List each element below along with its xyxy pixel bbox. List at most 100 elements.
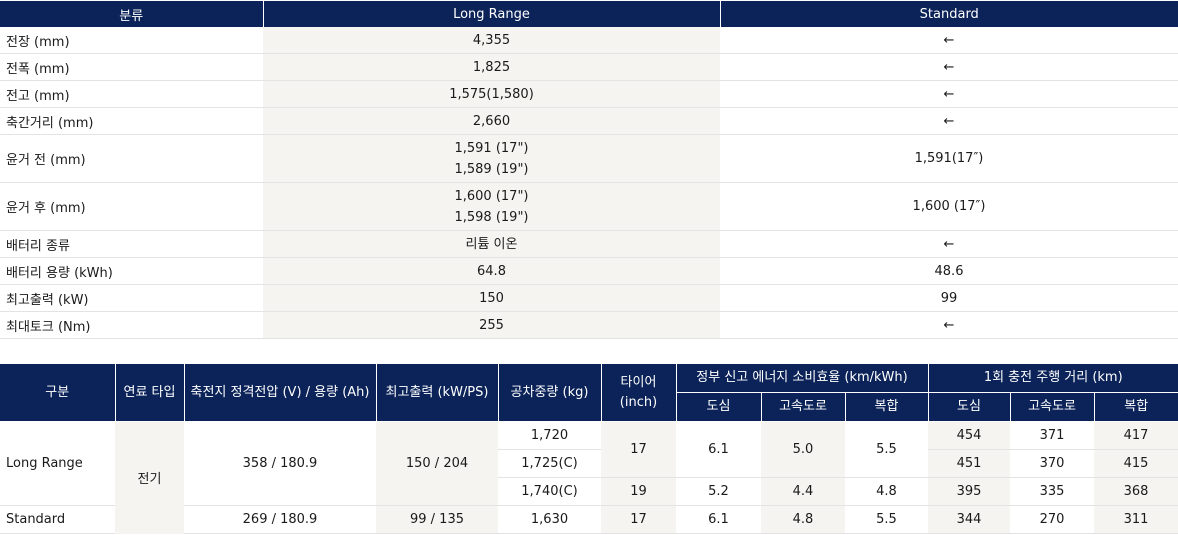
- value-line: 1,600 (17"): [454, 188, 529, 204]
- standard-value: ←: [720, 107, 1178, 135]
- row-label: Long Range: [0, 421, 115, 506]
- standard-value: ←: [720, 230, 1178, 258]
- eff-highway: 5.0: [761, 421, 845, 478]
- range-highway: 370: [1010, 449, 1094, 478]
- eff-city: 5.2: [676, 477, 761, 506]
- power-value: 150 / 204: [376, 421, 498, 506]
- range-city: 344: [928, 505, 1010, 534]
- range-city: 451: [928, 449, 1010, 478]
- row-label: 배터리 종류: [0, 230, 263, 258]
- eff-city: 6.1: [676, 505, 761, 534]
- range-city: 454: [928, 421, 1010, 450]
- tire-value: 17: [601, 505, 676, 534]
- table-row: 축간거리 (mm) 2,660 ←: [0, 107, 1178, 135]
- eff-header-power: 최고출력 (kW/PS): [376, 364, 499, 422]
- subheader-city: 도심: [928, 392, 1011, 422]
- eff-header-tire: 타이어 (inch): [601, 364, 677, 422]
- long-range-value: 2,660: [263, 107, 720, 135]
- row-label: 윤거 후 (mm): [0, 182, 263, 231]
- battery-value: 269 / 180.9: [184, 505, 376, 534]
- eff-header-category: 구분: [0, 364, 116, 422]
- eff-city: 6.1: [676, 421, 761, 478]
- eff-combined: 5.5: [845, 421, 928, 478]
- spec-table: 분류 Long Range Standard 전장 (mm) 4,355 ← 전…: [0, 1, 1178, 339]
- row-label: Standard: [0, 505, 115, 534]
- eff-header-weight: 공차중량 (kg): [498, 364, 602, 422]
- standard-value: 1,591(17″): [720, 134, 1178, 183]
- long-range-value: 150: [263, 284, 720, 312]
- table-row: 1,740(C) 19 5.2 4.4 4.8 395 335 368: [0, 477, 1178, 506]
- eff-header-fuel-type: 연료 타입: [115, 364, 185, 422]
- spec-header-category: 분류: [0, 1, 264, 27]
- long-range-value: 리튬 이온: [263, 230, 720, 258]
- table-row: 윤거 후 (mm) 1,600 (17") 1,598 (19") 1,600 …: [0, 182, 1178, 231]
- eff-header-range-group: 1회 충전 주행 거리 (km): [928, 364, 1178, 393]
- spec-header-standard: Standard: [720, 1, 1178, 27]
- spec-header-row: 분류 Long Range Standard: [0, 1, 1178, 27]
- range-highway: 335: [1010, 477, 1094, 506]
- tire-label: 타이어: [620, 374, 657, 390]
- subheader-combined: 복합: [845, 392, 929, 422]
- eff-combined: 4.8: [845, 477, 928, 506]
- table-row: 전폭 (mm) 1,825 ←: [0, 53, 1178, 81]
- tire-unit: (inch): [619, 394, 658, 410]
- row-label: 윤거 전 (mm): [0, 134, 263, 183]
- eff-highway: 4.4: [761, 477, 845, 506]
- weight-value: 1,630: [498, 505, 601, 534]
- subheader-highway: 고속도로: [761, 392, 846, 422]
- range-combined: 368: [1094, 477, 1178, 506]
- standard-value: ←: [720, 27, 1178, 54]
- weight-value: 1,725(C): [498, 449, 601, 478]
- subheader-city: 도심: [676, 392, 762, 422]
- tire-value: 17: [601, 421, 676, 478]
- standard-value: 1,600 (17″): [720, 182, 1178, 231]
- range-combined: 311: [1094, 505, 1178, 534]
- power-value: 99 / 135: [376, 505, 498, 534]
- eff-subheader-row: 도심 고속도로 복합 도심 고속도로 복합: [0, 392, 1178, 422]
- row-label: 최대토크 (Nm): [0, 311, 263, 339]
- value-line: 1,589 (19"): [454, 161, 529, 177]
- eff-header-row: 구분 연료 타입 축전지 정격전압 (V) / 용량 (Ah) 최고출력 (kW…: [0, 364, 1178, 422]
- range-highway: 270: [1010, 505, 1094, 534]
- value-line: 1,598 (19"): [454, 209, 529, 225]
- long-range-value: 1,591 (17") 1,589 (19"): [263, 134, 720, 183]
- standard-value: ←: [720, 311, 1178, 339]
- range-combined: 415: [1094, 449, 1178, 478]
- row-label: 전폭 (mm): [0, 53, 263, 81]
- eff-combined: 5.5: [845, 505, 928, 534]
- table-row: 최대토크 (Nm) 255 ←: [0, 311, 1178, 339]
- weight-value: 1,740(C): [498, 477, 601, 506]
- standard-value: 48.6: [720, 257, 1178, 285]
- efficiency-table: 구분 연료 타입 축전지 정격전압 (V) / 용량 (Ah) 최고출력 (kW…: [0, 364, 1178, 534]
- subheader-highway: 고속도로: [1010, 392, 1095, 422]
- fuel-type: 전기: [115, 421, 184, 534]
- long-range-value: 1,825: [263, 53, 720, 81]
- long-range-value: 4,355: [263, 27, 720, 54]
- long-range-value: 1,575(1,580): [263, 80, 720, 108]
- row-label: 최고출력 (kW): [0, 284, 263, 312]
- table-row: 배터리 용량 (kWh) 64.8 48.6: [0, 257, 1178, 285]
- row-label: 배터리 용량 (kWh): [0, 257, 263, 285]
- eff-header-battery: 축전지 정격전압 (V) / 용량 (Ah): [184, 364, 377, 422]
- range-highway: 371: [1010, 421, 1094, 450]
- table-row: 배터리 종류 리튬 이온 ←: [0, 230, 1178, 258]
- standard-value: ←: [720, 80, 1178, 108]
- long-range-value: 1,600 (17") 1,598 (19"): [263, 182, 720, 231]
- battery-value: 358 / 180.9: [184, 421, 376, 506]
- tire-value: 19: [601, 477, 676, 506]
- eff-header-efficiency-group: 정부 신고 에너지 소비효율 (km/kWh): [676, 364, 929, 393]
- row-label: 축간거리 (mm): [0, 107, 263, 135]
- eff-highway: 4.8: [761, 505, 845, 534]
- subheader-combined: 복합: [1094, 392, 1178, 422]
- table-row: Long Range 전기 358 / 180.9 150 / 204 1,72…: [0, 421, 1178, 534]
- table-row: 최고출력 (kW) 150 99: [0, 284, 1178, 312]
- standard-value: ←: [720, 53, 1178, 81]
- table-row: 전고 (mm) 1,575(1,580) ←: [0, 80, 1178, 108]
- long-range-value: 255: [263, 311, 720, 339]
- spec-header-long-range: Long Range: [263, 1, 721, 27]
- row-label: 전고 (mm): [0, 80, 263, 108]
- table-row: 윤거 전 (mm) 1,591 (17") 1,589 (19") 1,591(…: [0, 134, 1178, 183]
- weight-value: 1,720: [498, 421, 601, 450]
- table-row: 전장 (mm) 4,355 ←: [0, 27, 1178, 54]
- table-row: 1,725(C) 451 370 415: [0, 449, 1178, 478]
